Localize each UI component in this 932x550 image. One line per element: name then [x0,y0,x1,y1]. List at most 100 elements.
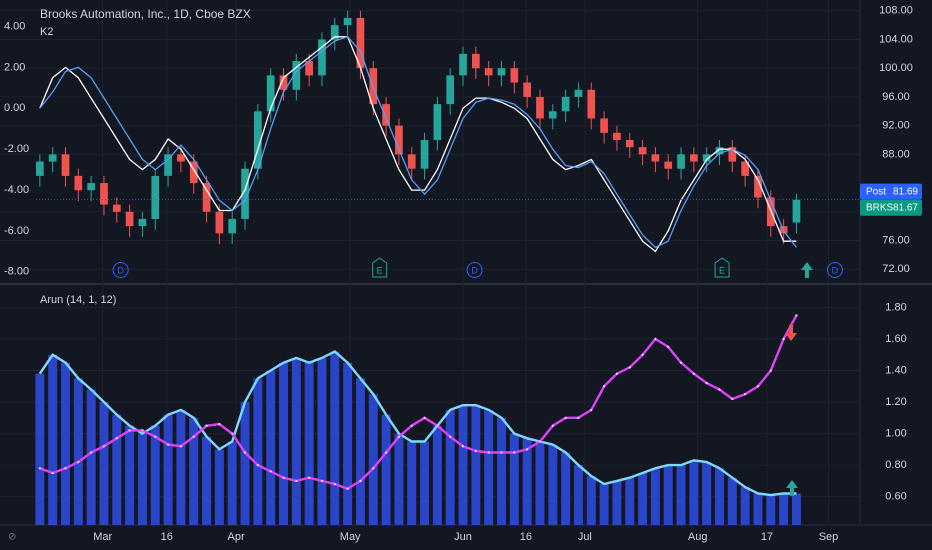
candle-body [741,161,749,176]
line-dot [256,464,259,467]
candle-body [305,61,313,76]
indicator-line [38,350,797,497]
line-dot [128,429,131,432]
histogram-bar [484,409,494,525]
histogram-bar [650,468,660,525]
y-tick-label: 1.80 [885,301,906,313]
indicator-title: Arun (14, 1, 12) [40,294,116,306]
candle-body [343,17,352,26]
histogram-bar [73,378,83,525]
buy-arrow [786,480,798,496]
line-dot [359,479,362,482]
candle-body [395,125,403,155]
line-dot [269,470,272,473]
line-dot [705,382,708,385]
histogram-bar [343,362,353,525]
histogram-bar [61,362,70,525]
histogram-bar [638,472,648,525]
candle-body [523,82,531,97]
event-label: E [377,265,383,275]
candle-body [74,175,83,191]
candle-body [613,132,621,140]
line-dot [769,369,772,372]
histogram-bar [612,480,622,525]
candle-body [189,161,198,184]
candle-body [484,68,493,76]
candle-body [318,39,326,76]
price-label-value: 81.67 [893,202,918,213]
candle-body [138,218,147,227]
candle-body [100,183,108,205]
candle-body [356,17,365,69]
candle-body [125,211,134,227]
histogram-bar [394,433,404,525]
histogram-bar [458,405,468,525]
event-marker [466,262,483,278]
line-dot [462,445,465,448]
x-tick-label: May [340,531,361,543]
line-dot [333,483,336,486]
histogram-bar [509,433,519,525]
histogram-bar [214,449,224,525]
histogram-bar [740,487,750,525]
histogram-bar [753,493,763,525]
histogram-bar [445,409,455,525]
histogram-bar [48,354,58,525]
candle-body [112,204,121,212]
candle-body [254,111,262,169]
histogram-bar [791,493,801,525]
histogram-bar [548,444,558,525]
histogram-bar [266,370,276,525]
candle-body [715,147,724,155]
line-dot [397,435,400,438]
histogram-bar [689,460,699,525]
candle-body [792,199,801,223]
histogram-bar [202,436,212,525]
price-tick-label: 100.00 [879,62,913,74]
left-tick-label: -6.00 [4,225,29,237]
left-tick-label: -4.00 [4,184,29,196]
line-dot [449,435,452,438]
candle-body [292,61,301,90]
candle-body [728,147,737,162]
candle-body [215,211,224,234]
indicator-line [39,314,798,491]
candle-body [472,53,480,69]
candle-body [664,161,673,169]
histogram-bar [240,402,250,525]
line-dot [564,416,567,419]
candle-body [420,140,429,169]
histogram-bar [497,417,506,525]
left-tick-label: 0.00 [4,102,25,114]
indicator-name: K2 [40,26,53,38]
line-dot [641,353,644,356]
price-tick-label: 76.00 [882,234,910,246]
line-dot [628,366,631,369]
left-tick-label: 4.00 [4,20,25,32]
histogram-bar [702,461,712,525]
price-tick-label: 104.00 [879,33,913,45]
candle-body [638,147,647,155]
y-tick-label: 1.60 [885,333,906,345]
line-dot [551,424,554,427]
histogram-bar [766,495,776,525]
histogram-bar [137,433,147,525]
y-tick-label: 1.00 [885,427,906,439]
event-marker [714,257,730,278]
candle-body [587,89,596,119]
histogram-bar [586,476,596,525]
candle-body [548,111,557,119]
line-dot [154,435,157,438]
price-tick-label: 96.00 [882,91,910,103]
histogram-bar [99,402,109,525]
candle-body [433,104,442,140]
line-dot [436,424,439,427]
line-dot [385,451,388,454]
indicator-line [39,36,797,253]
x-tick-label: Sep [819,531,839,543]
candle-body [561,96,570,112]
candle-body [241,168,249,219]
line-dot [603,385,606,388]
x-tick-label: Jul [578,531,592,543]
